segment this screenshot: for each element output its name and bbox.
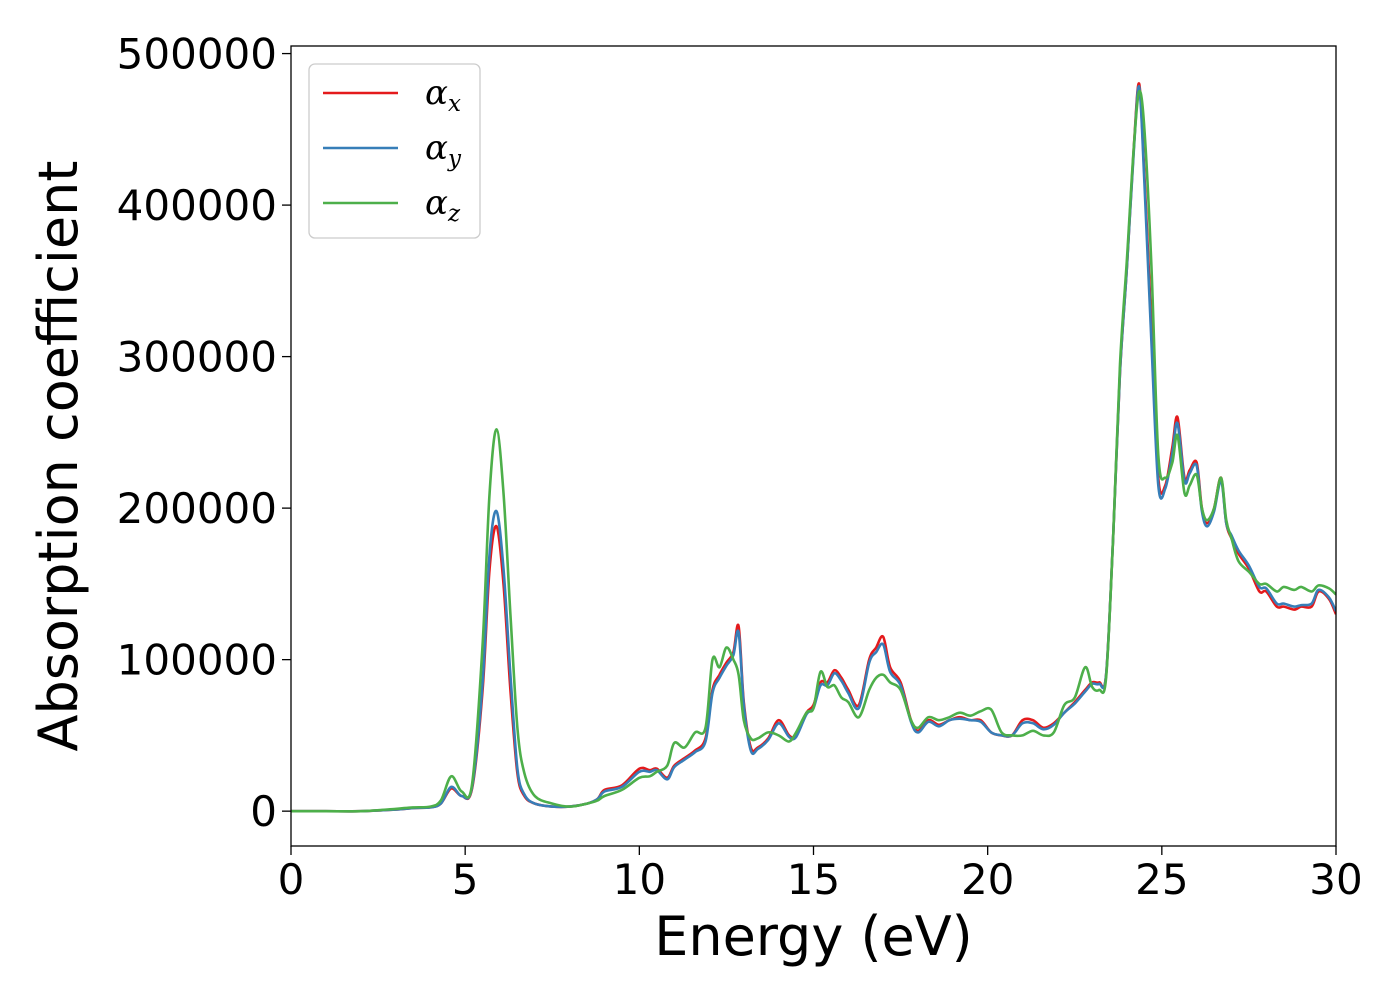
legend-label-y: αy (425, 128, 462, 172)
legend-label-x: αx (425, 73, 461, 117)
x-axis-ticks: 0 5 10 15 20 25 30 (278, 846, 1363, 904)
x-tick-label: 5 (452, 855, 479, 904)
series-line-z (291, 89, 1336, 813)
x-tick-label: 10 (613, 855, 666, 904)
y-axis-ticks: 0 100000 200000 300000 400000 500000 (117, 30, 291, 836)
y-tick-label: 100000 (117, 636, 277, 685)
legend: αx αy αz (308, 63, 481, 239)
x-tick-label: 20 (961, 855, 1014, 904)
x-axis-label: Energy (eV) (654, 905, 973, 968)
series-lines (291, 82, 1336, 813)
y-tick-label: 200000 (117, 484, 277, 533)
x-tick-label: 25 (1135, 855, 1188, 904)
x-tick-label: 15 (787, 855, 840, 904)
y-tick-label: 400000 (117, 181, 277, 230)
y-tick-label: 300000 (117, 333, 277, 382)
y-tick-label: 500000 (117, 30, 277, 79)
legend-box (308, 63, 481, 239)
y-axis-label: Absorption coefficient (27, 161, 90, 752)
x-tick-label: 30 (1309, 855, 1362, 904)
x-tick-label: 0 (278, 855, 305, 904)
y-tick-label: 0 (250, 787, 277, 836)
series-line-y (291, 85, 1336, 813)
legend-label-z: αz (425, 183, 461, 227)
